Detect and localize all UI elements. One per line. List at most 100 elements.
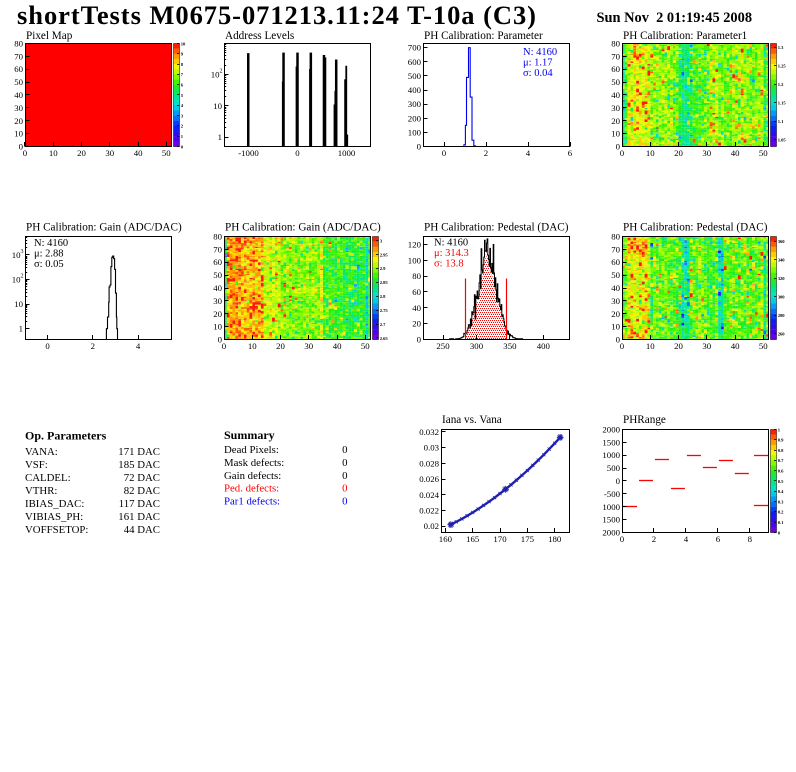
- svg-text:1500: 1500: [602, 515, 620, 525]
- svg-text:8: 8: [181, 62, 184, 67]
- svg-text:1.15: 1.15: [778, 101, 787, 106]
- svg-text:40: 40: [611, 90, 620, 100]
- svg-text:0: 0: [778, 530, 781, 535]
- svg-text:70: 70: [14, 51, 23, 61]
- svg-text:1.25: 1.25: [778, 63, 787, 68]
- svg-text:9: 9: [181, 52, 184, 57]
- svg-text:30: 30: [213, 296, 222, 306]
- svg-text:Iana vs. Vana: Iana vs. Vana: [442, 414, 502, 426]
- svg-text:0: 0: [417, 142, 422, 152]
- svg-text:1: 1: [19, 324, 23, 334]
- svg-text:2: 2: [21, 274, 24, 280]
- svg-text:10: 10: [12, 275, 21, 285]
- svg-text:180: 180: [548, 534, 562, 544]
- svg-text:6: 6: [568, 148, 573, 158]
- svg-text:100: 100: [408, 255, 422, 265]
- svg-text:Summary: Summary: [224, 428, 275, 442]
- svg-text:50: 50: [361, 341, 370, 351]
- svg-text:50: 50: [162, 148, 171, 158]
- svg-text:20: 20: [14, 116, 23, 126]
- svg-text:30: 30: [611, 103, 620, 113]
- svg-text:170: 170: [493, 534, 507, 544]
- svg-text:Mask defects:: Mask defects:: [224, 457, 284, 469]
- svg-text:PHRange: PHRange: [623, 414, 666, 426]
- svg-text:0: 0: [23, 148, 28, 158]
- svg-text:30: 30: [14, 103, 23, 113]
- svg-text:0.7: 0.7: [778, 458, 784, 463]
- svg-text:82 DAC: 82 DAC: [124, 485, 160, 497]
- svg-text:VANA:: VANA:: [25, 446, 58, 458]
- svg-text:2.8: 2.8: [380, 294, 386, 299]
- svg-text:185 DAC: 185 DAC: [118, 459, 160, 471]
- svg-text:5: 5: [181, 93, 184, 98]
- svg-text:2.75: 2.75: [380, 308, 389, 313]
- svg-text:10: 10: [213, 101, 222, 111]
- svg-text:0: 0: [295, 148, 300, 158]
- svg-text:0.2: 0.2: [778, 510, 784, 515]
- svg-text:3: 3: [380, 238, 383, 243]
- svg-text:0: 0: [620, 534, 625, 544]
- svg-text:40: 40: [333, 341, 342, 351]
- svg-text:2: 2: [91, 341, 95, 351]
- svg-text:20: 20: [213, 309, 222, 319]
- svg-text:80: 80: [213, 232, 222, 242]
- svg-text:0.6: 0.6: [778, 469, 784, 474]
- svg-text:500: 500: [607, 463, 621, 473]
- svg-text:0: 0: [616, 476, 621, 486]
- svg-text:70: 70: [213, 244, 222, 254]
- svg-text:20: 20: [674, 148, 683, 158]
- svg-text:700: 700: [408, 43, 422, 53]
- svg-text:0.02: 0.02: [424, 521, 439, 531]
- svg-text:0: 0: [218, 335, 223, 345]
- svg-text:0.5: 0.5: [778, 479, 784, 484]
- svg-text:4: 4: [526, 148, 531, 158]
- svg-text:N: 4160: N: 4160: [523, 47, 557, 58]
- svg-text:2.65: 2.65: [380, 336, 389, 341]
- svg-text:300: 300: [778, 295, 786, 300]
- svg-text:PH Calibration: Gain (ADC/DAC): PH Calibration: Gain (ADC/DAC): [225, 222, 381, 234]
- svg-text:10: 10: [611, 322, 620, 332]
- svg-text:60: 60: [611, 257, 620, 267]
- svg-text:350: 350: [503, 341, 517, 351]
- svg-text:10: 10: [12, 250, 21, 260]
- svg-text:161 DAC: 161 DAC: [118, 511, 160, 523]
- svg-text:50: 50: [611, 270, 620, 280]
- svg-text:80: 80: [611, 232, 620, 242]
- svg-text:40: 40: [213, 283, 222, 293]
- svg-text:10: 10: [211, 70, 220, 80]
- svg-text:100: 100: [408, 127, 422, 137]
- svg-text:0: 0: [616, 142, 621, 152]
- svg-text:40: 40: [731, 148, 740, 158]
- svg-text:120: 120: [408, 239, 422, 249]
- svg-text:400: 400: [408, 85, 422, 95]
- svg-text:Dead Pixels:: Dead Pixels:: [224, 444, 279, 456]
- svg-text:70: 70: [611, 51, 620, 61]
- svg-text:μ: 1.17: μ: 1.17: [523, 58, 553, 69]
- svg-text:0.4: 0.4: [778, 489, 784, 494]
- svg-text:175: 175: [521, 534, 535, 544]
- svg-text:80: 80: [611, 39, 620, 49]
- svg-text:70: 70: [611, 244, 620, 254]
- svg-text:1500: 1500: [602, 437, 620, 447]
- svg-text:0: 0: [342, 444, 347, 456]
- svg-text:-500: -500: [604, 489, 621, 499]
- svg-text:40: 40: [14, 90, 23, 100]
- svg-text:0.03: 0.03: [424, 443, 440, 453]
- svg-text:60: 60: [611, 64, 620, 74]
- svg-text:0.022: 0.022: [419, 506, 439, 516]
- svg-text:30: 30: [702, 148, 711, 158]
- svg-text:Op. Parameters: Op. Parameters: [25, 428, 107, 442]
- svg-text:0: 0: [222, 341, 227, 351]
- svg-text:Par1 defects:: Par1 defects:: [224, 496, 280, 508]
- svg-text:40: 40: [134, 148, 143, 158]
- svg-text:160: 160: [439, 534, 453, 544]
- svg-text:2: 2: [652, 534, 656, 544]
- svg-text:0: 0: [342, 470, 347, 482]
- svg-text:340: 340: [778, 258, 786, 263]
- svg-text:1000: 1000: [602, 450, 620, 460]
- svg-text:10: 10: [14, 299, 23, 309]
- svg-text:6: 6: [716, 534, 721, 544]
- svg-text:60: 60: [412, 287, 421, 297]
- svg-text:20: 20: [276, 341, 285, 351]
- svg-text:171 DAC: 171 DAC: [118, 446, 160, 458]
